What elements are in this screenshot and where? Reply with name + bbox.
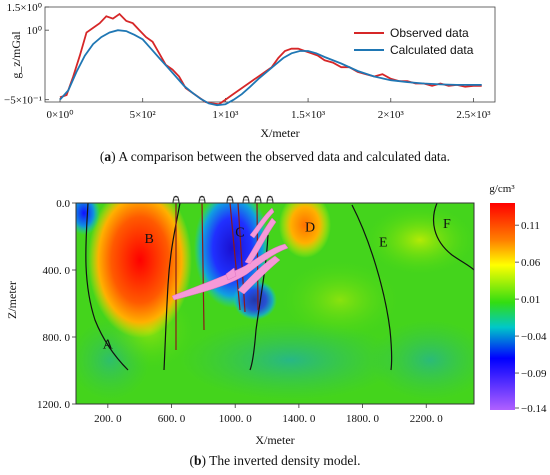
station-marker xyxy=(242,195,250,204)
plot-frame-a xyxy=(44,6,496,103)
x-tick-label-a: 5×10² xyxy=(130,109,157,121)
colorbar-tick-label: −0.04 xyxy=(521,331,547,343)
ore-bodies xyxy=(171,207,289,301)
colorbar-tick-label: −0.09 xyxy=(521,368,547,380)
station-marker xyxy=(266,195,274,204)
colorbar: g/cm³ 0.11 0.06 0.01 −0.04 −0.09 −0.14 xyxy=(489,183,547,415)
region-labels: A B C D E F xyxy=(103,217,451,353)
boundary-de xyxy=(351,204,393,371)
region-label-e: E xyxy=(379,236,388,251)
station-marker xyxy=(254,195,262,204)
y-tick-label-b: 400. 0 xyxy=(43,265,71,277)
caption-b: (b) The inverted density model. xyxy=(189,453,361,468)
region-label-f: F xyxy=(443,217,451,232)
station-marker xyxy=(226,195,234,204)
y-tick-label-a: 10⁰ xyxy=(27,25,43,37)
y-ticks-b: 0.0 400. 0 800. 0 1200. 0 xyxy=(37,198,76,411)
x-ticks-b: 200. 0 600. 0 1000. 0 1400. 0 1800. 0 2200. 0 xyxy=(94,404,443,425)
y-tick-label-a: −5×10⁻¹ xyxy=(4,95,42,107)
y-axis-label-a: g_z/mGal xyxy=(9,31,23,79)
x-tick-label-a: 2×10³ xyxy=(378,109,405,121)
x-tick-label-b: 2200. 0 xyxy=(410,413,444,425)
y-tick-label-b: 1200. 0 xyxy=(37,399,71,411)
colorbar-scale xyxy=(490,203,515,410)
x-axis-label-b: X/meter xyxy=(255,433,294,447)
x-tick-label-b: 600. 0 xyxy=(158,413,186,425)
region-label-a: A xyxy=(103,338,114,353)
y-axis-label-b: Z/meter xyxy=(5,281,19,319)
y-tick-label-a: 1.5×10⁰ xyxy=(7,2,43,14)
y-ticks-a: 1.5×10⁰ 10⁰ −5×10⁻¹ xyxy=(4,2,49,107)
legend-a: Observed data Calculated data xyxy=(354,26,474,57)
x-tick-label-a: 0×10⁰ xyxy=(46,109,74,121)
colorbar-tick-label: 0.01 xyxy=(521,294,540,306)
colorbar-tick-label: 0.11 xyxy=(521,220,540,232)
colorbar-unit: g/cm³ xyxy=(489,183,515,195)
boundary-cd xyxy=(249,234,269,371)
x-tick-label-b: 1400. 0 xyxy=(282,413,316,425)
y-tick-label-b: 0.0 xyxy=(56,198,70,210)
series-line-calculated xyxy=(59,29,482,107)
panel-a-line-chart: 0×10⁰ 5×10² 1×10³ 1.5×10³ 2×10³ 2.5×10³ 1.5×1… xyxy=(4,2,496,140)
y-tick-label-b: 800. 0 xyxy=(43,332,71,344)
plot-frame-b xyxy=(75,202,475,405)
legend-label-calculated: Calculated data xyxy=(390,43,474,57)
caption-a: (a) A comparison between the observed da… xyxy=(99,149,451,164)
region-label-d: D xyxy=(305,220,315,235)
station-marker xyxy=(198,195,206,204)
region-label-b: B xyxy=(145,232,154,247)
x-axis-label-a: X/meter xyxy=(260,126,299,140)
x-tick-label-a: 2.5×10³ xyxy=(456,109,491,121)
colorbar-ticks: 0.11 0.06 0.01 −0.04 −0.09 −0.14 xyxy=(515,220,547,415)
x-tick-label-a: 1.5×10³ xyxy=(291,109,326,121)
colorbar-tick-label: −0.14 xyxy=(521,403,547,415)
legend-label-observed: Observed data xyxy=(390,26,469,40)
x-ticks-a: 0×10⁰ 5×10² 1×10³ 1.5×10³ 2×10³ 2.5×10³ xyxy=(46,98,491,121)
x-tick-label-b: 1000. 0 xyxy=(219,413,253,425)
boundary-a xyxy=(85,202,129,371)
station-markers xyxy=(172,195,274,204)
x-tick-label-b: 1800. 0 xyxy=(346,413,380,425)
density-field xyxy=(76,203,474,404)
boundary-f xyxy=(433,202,475,271)
region-label-c: C xyxy=(235,226,244,241)
station-marker xyxy=(172,195,180,204)
colorbar-tick-label: 0.06 xyxy=(521,257,541,269)
x-tick-label-b: 200. 0 xyxy=(94,413,122,425)
series-a xyxy=(59,12,482,107)
x-tick-label-a: 1×10³ xyxy=(212,109,239,121)
panel-b-density-map: A B C D E F 200. 0 600. 0 1000. 0 1400. 0 1800. 0… xyxy=(5,183,547,447)
